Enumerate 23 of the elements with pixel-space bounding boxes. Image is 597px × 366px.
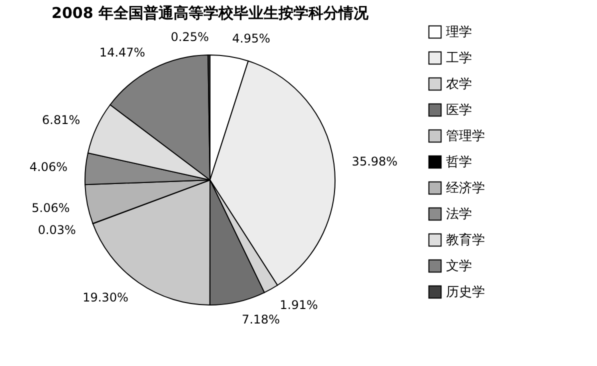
data-label: 35.98% [352, 154, 398, 169]
data-label: 7.18% [242, 312, 280, 326]
legend-label: 哲学 [446, 155, 472, 170]
legend-label: 管理学 [446, 129, 485, 144]
chart-title: 2008 年全国普通高等学校毕业生按学科分情况 [52, 4, 370, 22]
data-label: 0.25% [170, 30, 209, 44]
data-label: 4.95% [232, 32, 270, 46]
legend-label: 工学 [446, 51, 472, 66]
legend-label: 医学 [446, 103, 472, 118]
legend-label: 文学 [446, 259, 472, 274]
legend-label: 理学 [446, 25, 472, 40]
data-label: 4.06% [29, 160, 68, 174]
legend-label: 历史学 [446, 285, 485, 300]
legend-label: 经济学 [446, 181, 485, 196]
data-label: 5.06% [32, 200, 70, 215]
data-label: 6.81% [42, 113, 80, 128]
legend-label: 教育学 [446, 232, 485, 248]
data-label: 14.47% [99, 46, 146, 60]
legend-label: 农学 [446, 77, 472, 92]
data-label: 19.30% [82, 290, 128, 304]
data-label: 1.91% [280, 298, 318, 312]
data-label: 0.03% [38, 222, 76, 237]
legend-label: 法学 [446, 207, 472, 222]
